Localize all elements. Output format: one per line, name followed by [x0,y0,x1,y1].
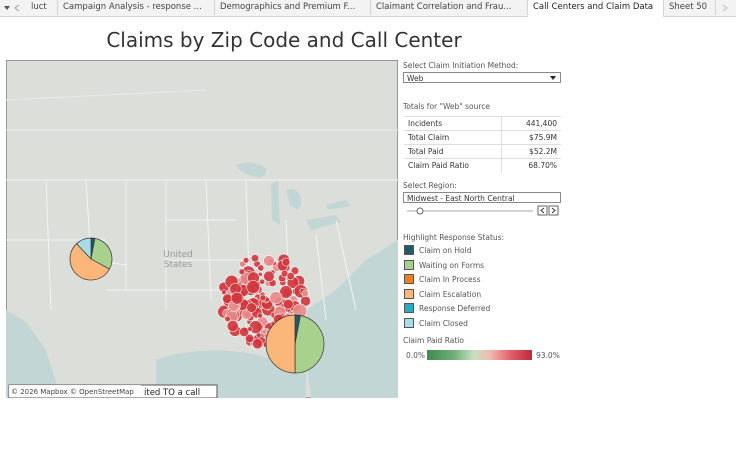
tab[interactable]: luct [26,0,58,15]
dashboard-title: Claims by Zip Code and Call Center [106,28,462,52]
pie-slice [76,237,92,260]
claim-bubble [230,291,244,305]
dropdown-arrow [550,76,556,80]
claim-bubble [239,326,250,337]
legend-swatch [404,259,414,270]
legend-label: Claim on Hold [419,246,472,255]
row-label: Total Claim [408,133,450,142]
label: Select Region: [403,181,457,190]
ocean [6,310,61,398]
row-value: 441,400 [525,119,557,128]
legend-label: Claim In Process [419,275,481,284]
claim-bubble [224,315,231,323]
legend-label: Response Deferred [419,304,491,313]
legend-swatch [404,274,414,284]
claim-bubble [238,268,246,276]
claim-bubble [246,302,257,313]
legend-swatch [404,303,414,313]
label: Highlight Response Status: [403,233,505,242]
tab[interactable]: Claimant Correlation and Frau... [371,0,528,15]
claim-bubble [263,270,275,282]
claim-bubble [290,266,300,275]
row-label: Incidents [408,119,443,128]
column-divider [501,117,502,131]
claim-bubble [247,326,253,332]
table-row: Claim Paid Ratio 68.70% [404,158,561,173]
claim-bubble [242,257,250,264]
label: Claim Paid Ratio [403,336,464,345]
region-field[interactable]: Midwest - East North Central [403,192,561,203]
claim-bubble [301,289,309,298]
claim-bubble [259,278,266,285]
claim-bubble [252,338,264,350]
legend-label: Claim Escalation [419,289,482,299]
column-divider [501,131,502,145]
claim-bubble [250,254,260,263]
label: Select Claim Initiation Method: [403,61,519,70]
great-lakes [236,162,351,230]
pie-slice [265,314,296,374]
pie-slice [90,237,113,270]
legend-swatch [404,245,414,255]
row-value: $52.2M [529,147,557,156]
boundaries [6,179,398,341]
map: United States ited TO a call © 2026 Mapbo… [6,60,398,398]
claim-bubble [257,264,265,272]
claim-bubble [263,255,275,267]
ratio-max: 93.0% [536,351,560,360]
tab-scroll-icons[interactable] [2,3,24,13]
claim-bubble [269,291,283,305]
table-row: Total Paid $52.2M [404,144,561,159]
column-divider [501,145,502,159]
legend-swatch [404,317,414,328]
country-label: United States [163,250,193,270]
table-row: Incidents 441,400 [404,116,561,131]
claim-bubble [244,333,255,344]
claim-bubble [246,280,261,294]
legend-label: Waiting on Forms [419,260,485,270]
tab[interactable]: Demographics and Premium F... [215,0,371,15]
row-label: Claim Paid Ratio [408,161,469,170]
label: Totals for "Web" source [403,102,491,111]
tab-next[interactable] [720,3,730,13]
pie-slice [294,315,325,374]
attribution: © 2026 Mapbox © OpenStreetMap [11,388,134,396]
legend-swatch [404,288,414,299]
tab[interactable]: Campaign Analysis - response ... [58,0,215,15]
claim-bubble [259,294,267,302]
claim-bubble [261,329,268,335]
claim-bubble [281,257,291,267]
attribution-bg [9,385,141,397]
table-row: Total Claim $75.9M [404,130,561,145]
tab-bar: luct Campaign Analysis - response ... De… [0,0,736,17]
pie-slice [69,243,110,281]
row-value: 68.70% [528,161,557,170]
row-label: Total Paid [408,147,444,156]
region-slider[interactable] [403,205,563,217]
caption-text: ited TO a call [144,388,200,398]
ratio-gradient [427,350,532,360]
dropdown[interactable]: Web [403,72,561,83]
provinces [6,89,398,131]
dropdown-value: Web [407,74,424,83]
legend-label: Claim Closed [419,318,468,328]
claim-bubble [280,269,289,278]
row-value: $75.9M [529,133,557,142]
claim-bubble [221,289,227,295]
ratio-min: 0.0% [406,351,426,360]
tab-active[interactable]: Call Centers and Claim Data [528,0,664,17]
claim-bubble [279,285,293,299]
claim-bubble [226,320,239,332]
claim-bubble [257,312,263,319]
atlantic [306,240,398,398]
tab[interactable]: Sheet 50 [664,0,716,15]
claim-bubble [283,298,294,310]
column-divider [501,159,502,173]
